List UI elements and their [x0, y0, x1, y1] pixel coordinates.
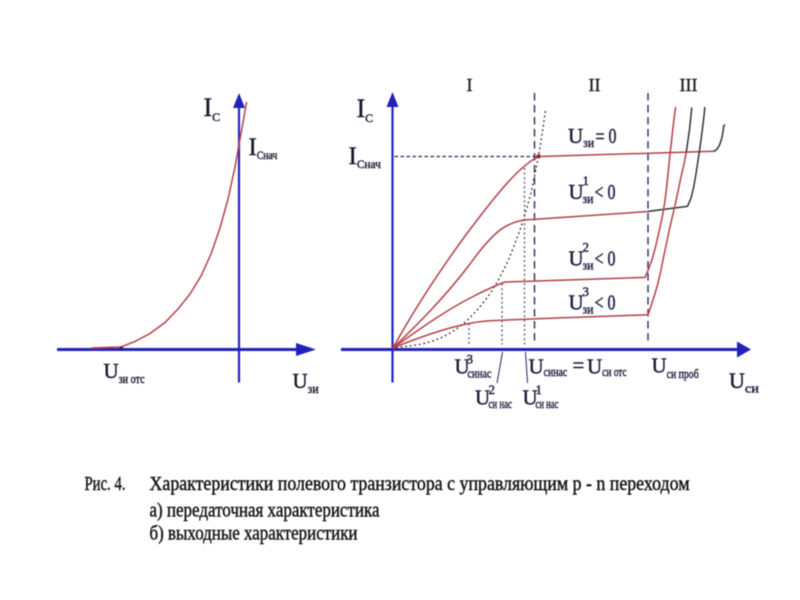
svg-text:а) передаточная характеристика: а) передаточная характеристика: [150, 500, 380, 522]
svg-text:зи: зи: [583, 258, 594, 273]
svg-text:3: 3: [467, 352, 474, 367]
svg-text:синас: синас: [468, 366, 492, 381]
svg-text:U: U: [455, 355, 470, 379]
svg-text:U: U: [523, 386, 538, 410]
svg-text:1: 1: [583, 173, 590, 188]
svg-text:< 0: < 0: [595, 180, 616, 204]
svg-text:U: U: [475, 386, 490, 410]
svg-text:Характеристики полевого транзи: Характеристики полевого транзистора с уп…: [150, 473, 690, 495]
svg-text:зи: зи: [583, 302, 594, 317]
svg-text:1: 1: [536, 382, 543, 397]
svg-text:си нас: си нас: [489, 396, 513, 411]
svg-text:< 0: < 0: [595, 291, 616, 315]
svg-text:2: 2: [489, 382, 496, 397]
svg-text:2: 2: [583, 240, 590, 255]
svg-text:си нас: си нас: [536, 396, 559, 411]
svg-text:I: I: [467, 75, 473, 95]
svg-text:U: U: [569, 180, 584, 204]
svg-text:II: II: [589, 75, 601, 95]
svg-text:Рис. 4.: Рис. 4.: [85, 473, 126, 495]
svg-text:U: U: [569, 247, 584, 271]
svg-text:ICнач: ICнач: [249, 134, 278, 162]
svg-text:зи: зи: [583, 191, 594, 206]
svg-text:=: =: [573, 353, 585, 377]
svg-text:= 0: = 0: [596, 124, 617, 148]
svg-text:< 0: < 0: [595, 247, 616, 271]
svg-text:3: 3: [583, 284, 590, 299]
svg-text:III: III: [680, 75, 698, 95]
svg-text:U: U: [569, 291, 584, 315]
svg-text:б) выходные характеристики: б) выходные характеристики: [150, 523, 358, 545]
